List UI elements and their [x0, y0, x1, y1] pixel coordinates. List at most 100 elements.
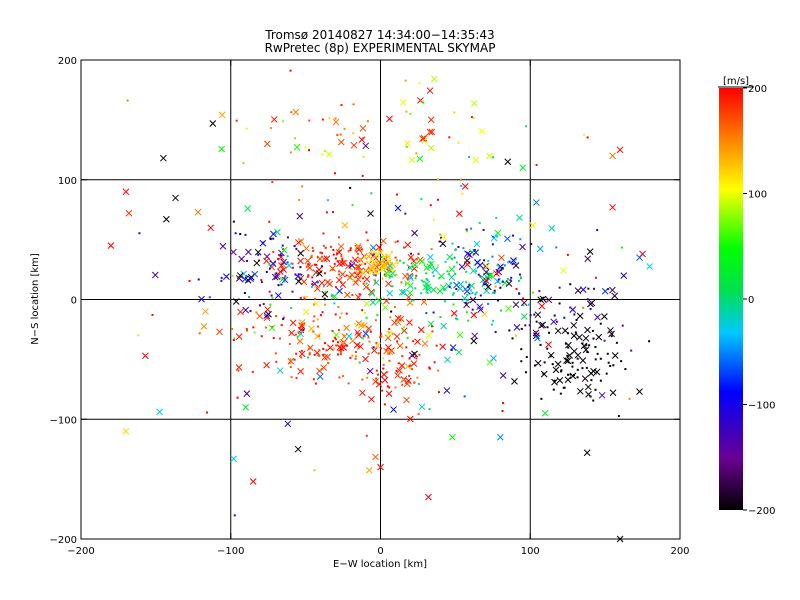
data-point-dot: [231, 327, 234, 330]
data-point-dot: [612, 364, 615, 367]
data-point-dot: [281, 120, 284, 123]
data-point-dot: [365, 231, 368, 234]
data-point-dot: [265, 326, 268, 329]
data-point-x-marker: [406, 415, 414, 423]
data-point-x-marker: [389, 269, 396, 277]
data-point-x-marker: [361, 322, 368, 329]
data-point-dot: [362, 324, 365, 327]
data-point-x-marker: [407, 254, 415, 261]
data-point-x-marker: [574, 287, 582, 294]
data-point-dot: [382, 367, 385, 370]
data-point-x-marker: [581, 375, 589, 382]
data-point-dot: [455, 317, 458, 320]
data-point-x-marker: [274, 292, 282, 299]
data-point-dot: [358, 292, 361, 295]
data-point-dot: [404, 282, 407, 285]
data-point-x-marker: [369, 244, 377, 252]
data-point-dot: [288, 343, 291, 346]
data-point-dot: [563, 316, 566, 319]
data-point-dot: [555, 320, 558, 323]
data-point-dot: [331, 211, 334, 214]
data-point-dot: [346, 344, 349, 347]
data-point-dot: [558, 302, 561, 305]
data-point-x-marker: [598, 391, 606, 399]
data-point-dot: [313, 353, 316, 356]
data-point-dot: [311, 283, 314, 286]
data-point-dot: [322, 347, 325, 350]
data-point-dot: [334, 117, 337, 120]
data-point-dot: [465, 270, 468, 273]
data-point-dot: [314, 285, 317, 288]
data-point-dot: [260, 335, 263, 338]
data-point-dot: [496, 235, 499, 238]
data-point-dot: [324, 290, 327, 293]
data-point-dot: [508, 260, 511, 263]
data-point-dot: [379, 249, 382, 252]
data-point-dot: [467, 319, 470, 322]
data-point-x-marker: [425, 332, 433, 339]
data-point-dot: [620, 246, 623, 249]
data-point-dot: [220, 279, 223, 282]
data-point-x-marker: [445, 282, 452, 290]
data-point-dot: [418, 353, 421, 356]
data-point-dot: [324, 303, 327, 306]
data-point-dot: [543, 361, 546, 364]
data-point-x-marker: [426, 128, 434, 136]
data-point-dot: [391, 275, 394, 278]
data-point-dot: [354, 350, 357, 353]
data-point-dot: [394, 241, 397, 244]
data-point-dot: [244, 233, 247, 236]
data-point-x-marker: [375, 297, 383, 305]
data-point-dot: [336, 353, 339, 356]
data-point-x-marker: [579, 286, 587, 293]
data-point-x-marker: [219, 242, 227, 250]
data-point-x-marker: [417, 326, 425, 334]
data-point-x-marker: [390, 406, 397, 413]
data-point-dot: [337, 260, 340, 263]
data-point-dot: [252, 326, 255, 329]
data-point-dot: [307, 356, 310, 359]
data-point-dot: [416, 376, 419, 379]
data-point-x-marker: [411, 229, 418, 237]
data-point-dot: [582, 306, 585, 309]
data-point-dot: [310, 256, 313, 259]
data-point-dot: [233, 514, 236, 517]
data-point-dot: [355, 355, 358, 358]
data-point-dot: [466, 299, 469, 302]
data-point-dot: [363, 311, 366, 314]
colorbar-ticks: 200 100 0 −100 −200: [743, 84, 775, 517]
data-point-dot: [341, 375, 344, 378]
data-point-x-marker: [365, 466, 373, 474]
data-point-x-marker: [163, 215, 170, 223]
data-point-dot: [389, 259, 392, 262]
data-point-dot: [326, 199, 329, 202]
data-point-x-marker: [270, 116, 278, 123]
data-point-x-marker: [541, 409, 549, 417]
data-point-dot: [491, 255, 494, 258]
data-point-dot: [460, 184, 463, 187]
data-point-x-marker: [230, 455, 238, 463]
data-point-dot: [362, 155, 365, 158]
data-point-x-marker: [494, 229, 502, 237]
data-point-dot: [293, 358, 296, 361]
data-point-dot: [339, 133, 342, 136]
y-tick-label: −200: [50, 535, 77, 546]
data-point-dot: [258, 304, 261, 307]
data-point-x-marker: [427, 116, 435, 124]
data-point-x-marker: [354, 242, 362, 250]
data-point-dot: [321, 153, 324, 156]
data-point-dot: [426, 278, 429, 281]
data-point-dot: [396, 262, 399, 265]
data-point-dot: [245, 259, 248, 262]
data-point-x-marker: [404, 241, 412, 249]
data-point-x-marker: [418, 403, 426, 411]
data-point-dot: [511, 337, 514, 340]
data-point-dot: [471, 291, 474, 294]
data-point-x-marker: [554, 360, 562, 368]
data-point-x-marker: [263, 257, 270, 265]
data-point-dot: [432, 275, 435, 278]
data-point-dot: [394, 386, 397, 389]
data-point-x-marker: [384, 334, 392, 342]
data-point-dot: [413, 381, 416, 384]
data-point-dot: [402, 379, 405, 382]
